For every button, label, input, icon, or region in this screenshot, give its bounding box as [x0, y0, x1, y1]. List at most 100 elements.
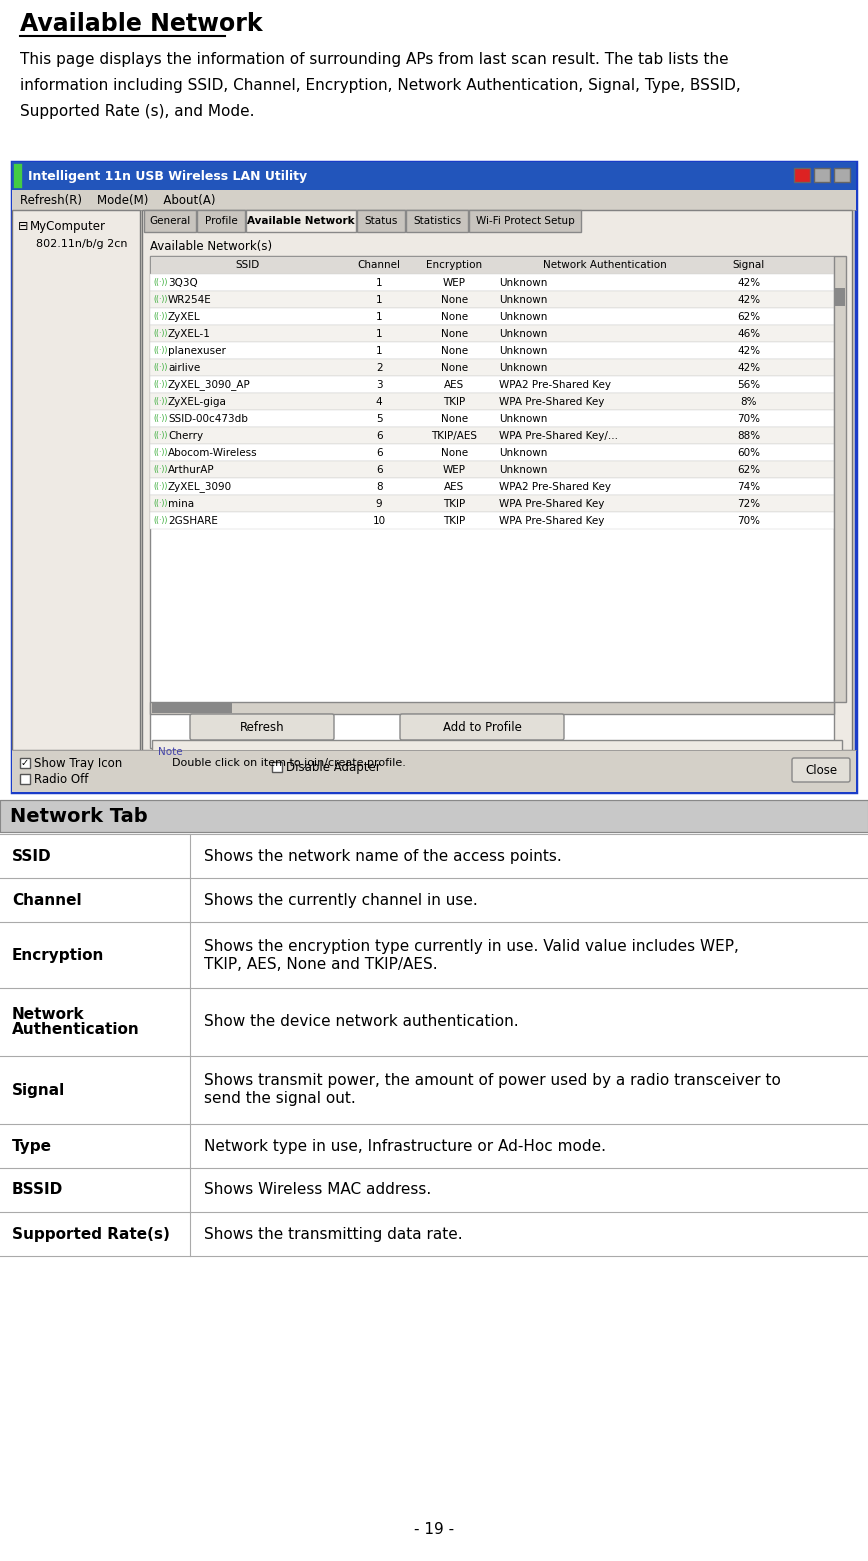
- Bar: [835, 287, 845, 306]
- Text: 1: 1: [376, 312, 383, 322]
- Bar: [150, 342, 834, 359]
- Text: Supported Rate(s): Supported Rate(s): [12, 1227, 170, 1241]
- Text: Available Network: Available Network: [247, 215, 355, 226]
- Bar: [406, 211, 468, 233]
- Text: ((·)): ((·)): [153, 396, 168, 406]
- Text: Channel: Channel: [358, 261, 401, 270]
- Bar: [0, 834, 868, 877]
- Bar: [144, 211, 196, 233]
- Bar: [272, 762, 282, 773]
- Text: ZyXEL_3090: ZyXEL_3090: [168, 481, 232, 492]
- Text: ((·)): ((·)): [153, 347, 168, 354]
- Text: Network Authentication: Network Authentication: [543, 261, 667, 270]
- Bar: [197, 211, 245, 233]
- Bar: [12, 162, 856, 791]
- Text: ((·)): ((·)): [153, 500, 168, 507]
- Text: TKIP: TKIP: [444, 515, 465, 526]
- Text: Show Tray Icon: Show Tray Icon: [34, 757, 122, 770]
- FancyBboxPatch shape: [792, 759, 850, 782]
- Bar: [20, 759, 30, 768]
- Bar: [0, 988, 868, 1055]
- Text: 5: 5: [376, 414, 383, 423]
- Text: None: None: [441, 448, 468, 457]
- Bar: [150, 290, 834, 308]
- Text: Unknown: Unknown: [499, 345, 548, 356]
- Bar: [12, 162, 856, 190]
- Text: Intelligent 11n USB Wireless LAN Utility: Intelligent 11n USB Wireless LAN Utility: [28, 170, 307, 183]
- Text: 46%: 46%: [737, 328, 760, 339]
- Bar: [150, 411, 834, 428]
- Text: planexuser: planexuser: [168, 345, 226, 356]
- Bar: [150, 325, 834, 342]
- Text: None: None: [441, 295, 468, 304]
- Text: 2GSHARE: 2GSHARE: [168, 515, 218, 526]
- Text: 3Q3Q: 3Q3Q: [168, 278, 198, 287]
- Bar: [150, 256, 834, 275]
- Bar: [12, 749, 856, 791]
- Text: Available Network(s): Available Network(s): [150, 239, 273, 253]
- Text: 1: 1: [376, 295, 383, 304]
- Text: AES: AES: [444, 379, 464, 390]
- Text: 88%: 88%: [737, 431, 760, 440]
- Text: Abocom-Wireless: Abocom-Wireless: [168, 448, 258, 457]
- Text: Unknown: Unknown: [499, 448, 548, 457]
- Bar: [0, 877, 868, 923]
- Bar: [152, 740, 842, 770]
- Text: 4: 4: [376, 396, 383, 406]
- Text: WPA Pre-Shared Key: WPA Pre-Shared Key: [499, 515, 605, 526]
- Text: 802.11n/b/g 2cn: 802.11n/b/g 2cn: [36, 239, 128, 250]
- Text: Refresh: Refresh: [240, 721, 285, 734]
- Bar: [0, 799, 868, 832]
- Text: Type: Type: [12, 1138, 52, 1154]
- Text: TKIP, AES, None and TKIP/AES.: TKIP, AES, None and TKIP/AES.: [204, 957, 437, 971]
- Text: ZyXEL-1: ZyXEL-1: [168, 328, 211, 339]
- Text: 72%: 72%: [737, 498, 760, 509]
- Text: WPA2 Pre-Shared Key: WPA2 Pre-Shared Key: [499, 379, 611, 390]
- Text: Shows transmit power, the amount of power used by a radio transceiver to: Shows transmit power, the amount of powe…: [204, 1074, 781, 1088]
- Text: Profile: Profile: [205, 215, 237, 226]
- Text: Show the device network authentication.: Show the device network authentication.: [204, 1015, 518, 1030]
- Text: ((·)): ((·)): [153, 414, 168, 423]
- Text: Encryption: Encryption: [426, 261, 483, 270]
- Text: ((·)): ((·)): [153, 482, 168, 492]
- Text: 42%: 42%: [737, 362, 760, 373]
- Text: SSID: SSID: [235, 261, 260, 270]
- Text: Wi-Fi Protect Setup: Wi-Fi Protect Setup: [476, 215, 575, 226]
- Text: SSID: SSID: [12, 849, 51, 863]
- Text: Shows Wireless MAC address.: Shows Wireless MAC address.: [204, 1183, 431, 1197]
- Bar: [834, 169, 850, 183]
- Text: Encryption: Encryption: [12, 948, 104, 963]
- Text: 10: 10: [372, 515, 385, 526]
- Bar: [0, 1055, 868, 1124]
- Text: ((·)): ((·)): [153, 465, 168, 475]
- Text: ((·)): ((·)): [153, 448, 168, 457]
- Text: 8%: 8%: [740, 396, 757, 406]
- Text: 60%: 60%: [737, 448, 760, 457]
- Text: - 19 -: - 19 -: [414, 1522, 454, 1538]
- Text: AES: AES: [444, 481, 464, 492]
- Text: 42%: 42%: [737, 295, 760, 304]
- FancyBboxPatch shape: [400, 713, 564, 740]
- Text: 1: 1: [376, 278, 383, 287]
- Bar: [814, 169, 830, 183]
- Text: None: None: [441, 345, 468, 356]
- Bar: [0, 1124, 868, 1168]
- Text: Available Network: Available Network: [20, 12, 263, 36]
- Text: ArthurAP: ArthurAP: [168, 465, 214, 475]
- Text: ZyXEL: ZyXEL: [168, 312, 201, 322]
- Text: Unknown: Unknown: [499, 414, 548, 423]
- Text: ((·)): ((·)): [153, 312, 168, 322]
- Bar: [357, 211, 405, 233]
- Text: 56%: 56%: [737, 379, 760, 390]
- Text: Network Tab: Network Tab: [10, 807, 148, 826]
- Text: Network: Network: [12, 1007, 84, 1021]
- Text: None: None: [441, 362, 468, 373]
- Text: TKIP: TKIP: [444, 396, 465, 406]
- Text: 62%: 62%: [737, 312, 760, 322]
- Text: Network type in use, Infrastructure or Ad-Hoc mode.: Network type in use, Infrastructure or A…: [204, 1138, 606, 1154]
- Text: Signal: Signal: [733, 261, 765, 270]
- Bar: [12, 190, 856, 211]
- Text: Authentication: Authentication: [12, 1022, 140, 1038]
- Text: WEP: WEP: [443, 278, 466, 287]
- Text: Close: Close: [805, 763, 837, 776]
